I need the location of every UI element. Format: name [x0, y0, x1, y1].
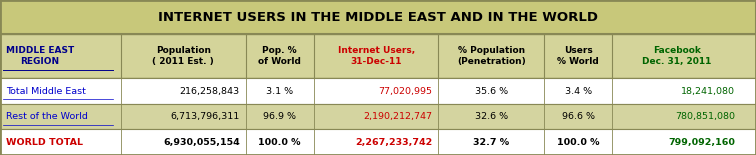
Text: 780,851,080: 780,851,080 — [675, 112, 735, 121]
Text: 100.0 %: 100.0 % — [557, 138, 600, 147]
Text: 799,092,160: 799,092,160 — [668, 138, 735, 147]
Text: % Population
(Penetration): % Population (Penetration) — [457, 46, 525, 66]
FancyBboxPatch shape — [0, 78, 756, 104]
Text: 2,190,212,747: 2,190,212,747 — [364, 112, 432, 121]
Text: Internet Users,
31-Dec-11: Internet Users, 31-Dec-11 — [337, 46, 415, 66]
Text: INTERNET USERS IN THE MIDDLE EAST AND IN THE WORLD: INTERNET USERS IN THE MIDDLE EAST AND IN… — [158, 11, 598, 24]
Text: 35.6 %: 35.6 % — [475, 86, 508, 96]
Text: MIDDLE EAST
REGION: MIDDLE EAST REGION — [6, 46, 74, 66]
Text: Total Middle East: Total Middle East — [6, 86, 86, 96]
FancyBboxPatch shape — [0, 0, 756, 34]
Text: 3.1 %: 3.1 % — [266, 86, 293, 96]
Text: Facebook
Dec. 31, 2011: Facebook Dec. 31, 2011 — [642, 46, 711, 66]
Text: 6,930,055,154: 6,930,055,154 — [163, 138, 240, 147]
Text: 3.4 %: 3.4 % — [565, 86, 592, 96]
Text: 77,020,995: 77,020,995 — [379, 86, 432, 96]
Text: 96.9 %: 96.9 % — [263, 112, 296, 121]
Text: Rest of the World: Rest of the World — [6, 112, 88, 121]
Text: 32.6 %: 32.6 % — [475, 112, 508, 121]
FancyBboxPatch shape — [0, 129, 756, 155]
Text: Pop. %
of World: Pop. % of World — [259, 46, 301, 66]
Text: 32.7 %: 32.7 % — [473, 138, 510, 147]
Text: 18,241,080: 18,241,080 — [681, 86, 735, 96]
Text: Population
( 2011 Est. ): Population ( 2011 Est. ) — [153, 46, 214, 66]
FancyBboxPatch shape — [0, 34, 756, 78]
FancyBboxPatch shape — [0, 104, 756, 129]
Text: Users
% World: Users % World — [557, 46, 600, 66]
Text: 216,258,843: 216,258,843 — [179, 86, 240, 96]
Text: 96.6 %: 96.6 % — [562, 112, 595, 121]
Text: WORLD TOTAL: WORLD TOTAL — [6, 138, 83, 147]
Text: 6,713,796,311: 6,713,796,311 — [170, 112, 240, 121]
Text: 2,267,233,742: 2,267,233,742 — [355, 138, 432, 147]
Text: 100.0 %: 100.0 % — [259, 138, 301, 147]
